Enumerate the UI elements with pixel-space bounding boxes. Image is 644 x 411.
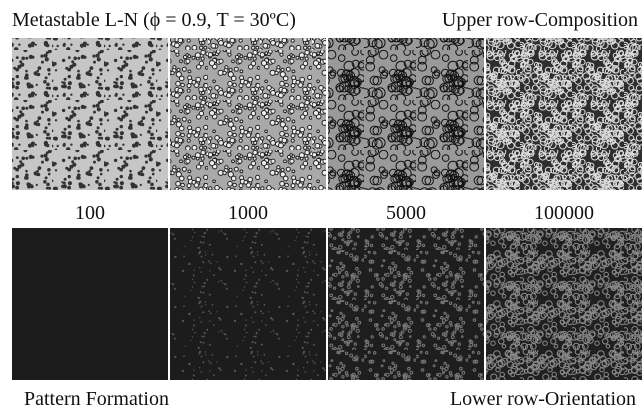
orientation-image bbox=[170, 228, 326, 380]
time-label: 5000 bbox=[386, 202, 426, 224]
composition-image bbox=[486, 38, 642, 190]
composition-image bbox=[12, 38, 168, 190]
orientation-image bbox=[328, 228, 484, 380]
figure-title: Metastable L-N (ϕ = 0.9, T = 30ºC) bbox=[12, 9, 296, 31]
time-label: 1000 bbox=[228, 202, 268, 224]
time-label: 100 bbox=[75, 202, 105, 224]
composition-image bbox=[170, 38, 326, 190]
orientation-image bbox=[486, 228, 642, 380]
footer-left: Pattern Formation bbox=[24, 388, 169, 410]
footer-right: Lower row-Orientation bbox=[450, 388, 636, 410]
composition-image bbox=[328, 38, 484, 190]
orientation-image bbox=[12, 228, 168, 380]
time-label: 100000 bbox=[534, 202, 594, 224]
upper-row-caption: Upper row-Composition bbox=[442, 9, 638, 31]
